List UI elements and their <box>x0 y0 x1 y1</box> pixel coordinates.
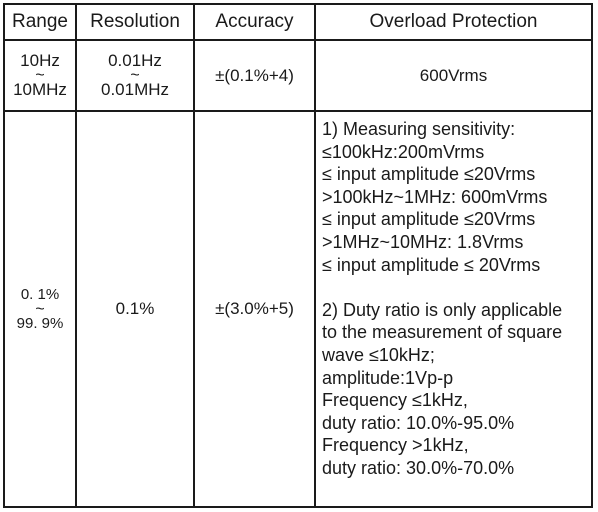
row1-resolution-sep: ~ <box>130 67 140 84</box>
row2-resolution-value: 0.1% <box>115 299 155 318</box>
col-divider-1 <box>75 3 77 508</box>
header-overload-label: Overload Protection <box>369 11 538 32</box>
header-range: Range <box>5 5 75 39</box>
overload-line-5: ≤ input amplitude ≤20Vrms <box>322 209 536 230</box>
row1-accuracy-value: ±(0.1%+4) <box>215 65 294 85</box>
row-divider <box>3 110 593 112</box>
overload-line-10: to the measurement of square <box>322 322 563 343</box>
row1-overload-value: 600Vrms <box>419 65 488 85</box>
border-top <box>3 3 593 5</box>
border-bottom <box>3 506 593 508</box>
overload-line-15: Frequency >1kHz, <box>322 435 469 456</box>
header-accuracy: Accuracy <box>195 5 314 39</box>
overload-line-3: ≤ input amplitude ≤20Vrms <box>322 164 536 185</box>
header-range-label: Range <box>12 11 68 32</box>
row1-overload: 600Vrms <box>316 41 591 110</box>
header-resolution: Resolution <box>77 5 193 39</box>
header-divider <box>3 39 593 41</box>
overload-line-1: 1) Measuring sensitivity: <box>322 119 516 139</box>
row2-range: 0. 1% ~ 99. 9% <box>5 112 75 506</box>
row1-accuracy: ±(0.1%+4) <box>195 41 314 110</box>
row1-range-min: 10Hz <box>20 51 60 70</box>
row1-range-max: 10MHz <box>13 80 67 99</box>
row2-overload: 1) Measuring sensitivity: ≤100kHz:200mVr… <box>316 112 591 506</box>
row2-accuracy-value: ±(3.0%+5) <box>215 299 294 318</box>
row1-resolution: 0.01Hz ~ 0.01MHz <box>77 41 193 110</box>
overload-line-14: duty ratio: 10.0%-95.0% <box>322 412 515 433</box>
overload-line-9: 2) Duty ratio is only applicable <box>322 299 563 320</box>
overload-line-16: duty ratio: 30.0%-70.0% <box>322 457 515 478</box>
row1-range-sep: ~ <box>35 67 45 84</box>
row2-range-sep: ~ <box>35 300 45 318</box>
row2-range-min: 0. 1% <box>20 285 60 303</box>
row2-range-max: 99. 9% <box>16 314 64 332</box>
overload-line-4: >100kHz~1MHz: 600mVrms <box>322 186 548 207</box>
row1-range: 10Hz ~ 10MHz <box>5 41 75 110</box>
row2-accuracy: ±(3.0%+5) <box>195 112 314 506</box>
overload-line-2: ≤100kHz:200mVrms <box>322 141 485 162</box>
overload-line-7: ≤ input amplitude ≤ 20Vrms <box>322 254 541 275</box>
overload-line-12: amplitude:1Vp-p <box>322 367 454 388</box>
row1-resolution-max: 0.01MHz <box>100 80 170 99</box>
col-divider-2 <box>193 3 195 508</box>
overload-line-13: Frequency ≤1kHz, <box>322 390 468 411</box>
overload-line-6: >1MHz~10MHz: 1.8Vrms <box>322 231 524 252</box>
col-divider-3 <box>314 3 316 508</box>
border-right <box>591 3 593 508</box>
row2-resolution: 0.1% <box>77 112 193 506</box>
row1-resolution-min: 0.01Hz <box>108 51 162 70</box>
overload-line-11: wave ≤10kHz; <box>322 344 435 365</box>
header-accuracy-label: Accuracy <box>215 11 294 32</box>
header-overload: Overload Protection <box>316 5 591 39</box>
border-left <box>3 3 5 508</box>
spec-table: Range Resolution Accuracy Overload Prote… <box>3 3 593 508</box>
overload-line-8 <box>322 276 591 299</box>
header-resolution-label: Resolution <box>90 11 180 32</box>
